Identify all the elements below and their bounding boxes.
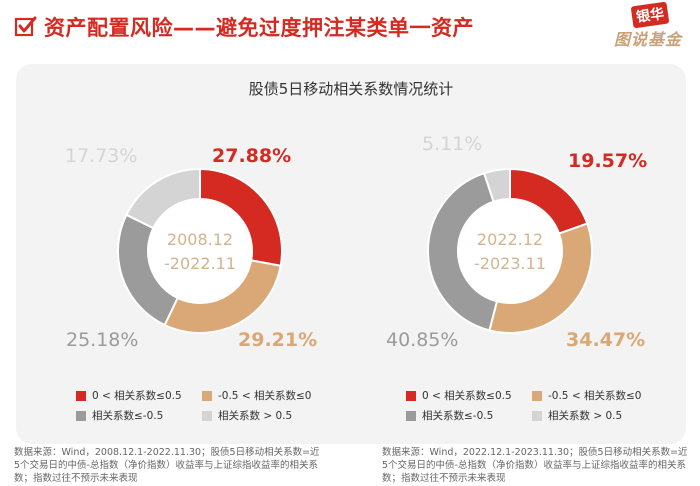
legend-swatch-red: [406, 390, 416, 401]
slice-label: 5.11%: [422, 133, 482, 155]
slice-label: 17.73%: [65, 145, 137, 167]
slice-label: 40.85%: [386, 329, 458, 351]
legend-swatch-tan: [532, 390, 542, 401]
legend-item: 0 < 相关系数≤0.5: [406, 388, 512, 403]
legend-label: 0 < 相关系数≤0.5: [422, 390, 512, 402]
legend-label: -0.5 < 相关系数≤0: [218, 390, 312, 402]
legend-label: 相关系数 > 0.5: [548, 410, 623, 422]
title-wrap: 资产配置风险——避免过度押注某类单一资产: [14, 12, 474, 42]
center-label: -2022.11: [164, 254, 236, 273]
legend-item: 相关系数 > 0.5: [532, 408, 622, 423]
donut-hole: [454, 195, 566, 307]
slice-label: 19.57%: [568, 150, 647, 172]
legend-item: 相关系数≤-0.5: [406, 408, 493, 423]
logo-bottom-text: 图说基金: [614, 30, 683, 49]
slice-label: 34.47%: [566, 329, 645, 351]
legend-swatch-red: [76, 390, 86, 401]
slice-label: 29.21%: [238, 329, 317, 351]
legend-item: 相关系数≤-0.5: [76, 408, 163, 423]
donut-slice: [482, 167, 511, 203]
donut-chart-2: 19.57% 34.47% 40.85% 5.11% 2022.12 -2023.11: [386, 133, 647, 351]
donut-charts: 27.88% 29.21% 25.18% 17.73% 2008.12 -2022.11 1…: [65, 133, 647, 351]
legend-label: -0.5 < 相关系数≤0: [548, 390, 642, 402]
legend-swatch-tan: [202, 390, 212, 401]
center-label: -2023.11: [474, 254, 546, 273]
legend-label: 0 < 相关系数≤0.5: [92, 390, 182, 402]
legend-swatch-gray: [406, 410, 416, 421]
center-label: 2008.12: [167, 230, 233, 249]
legend-swatch-gray: [76, 410, 86, 421]
legend-item: -0.5 < 相关系数≤0: [202, 388, 311, 403]
legend-label: 相关系数≤-0.5: [92, 410, 164, 422]
donut-chart-1: 27.88% 29.21% 25.18% 17.73% 2008.12 -2022.11: [65, 145, 317, 351]
page-title: 资产配置风险——避免过度押注某类单一资产: [44, 16, 474, 40]
legend-swatch-light: [532, 410, 542, 421]
slice-label: 27.88%: [212, 145, 291, 167]
header: 资产配置风险——避免过度押注某类单一资产 银华 图说基金: [0, 0, 700, 58]
donut-hole: [144, 195, 256, 307]
legend-swatch-light: [202, 410, 212, 421]
legend-label: 相关系数≤-0.5: [422, 410, 494, 422]
legend-item: -0.5 < 相关系数≤0: [532, 388, 641, 403]
slice-label: 25.18%: [66, 329, 138, 351]
brand-logo: 银华 图说基金: [614, 1, 690, 54]
source-note-right: 数据来源：Wind，2022.12.1-2023.11.30；股债5日移动相关系…: [382, 447, 688, 484]
logo-top-text: 银华: [630, 1, 670, 29]
donut-slice: [488, 222, 593, 334]
legend-label: 相关系数 > 0.5: [218, 410, 293, 422]
center-label: 2022.12: [477, 230, 543, 249]
legend-item: 0 < 相关系数≤0.5: [76, 388, 182, 403]
checkbox-checked-icon: [14, 16, 37, 37]
donut-slice: [125, 167, 201, 230]
chart-panel: 股债5日移动相关系数情况统计 27.88% 29.21% 25.18% 17.73% 2…: [16, 64, 686, 444]
chart-title: 股债5日移动相关系数情况统计: [248, 80, 454, 98]
source-note-left: 数据来源：Wind，2008.12.1-2022.11.30；股债5日移动相关系…: [14, 447, 320, 484]
legend-item: 相关系数 > 0.5: [202, 408, 292, 423]
donut-slice: [427, 171, 499, 332]
